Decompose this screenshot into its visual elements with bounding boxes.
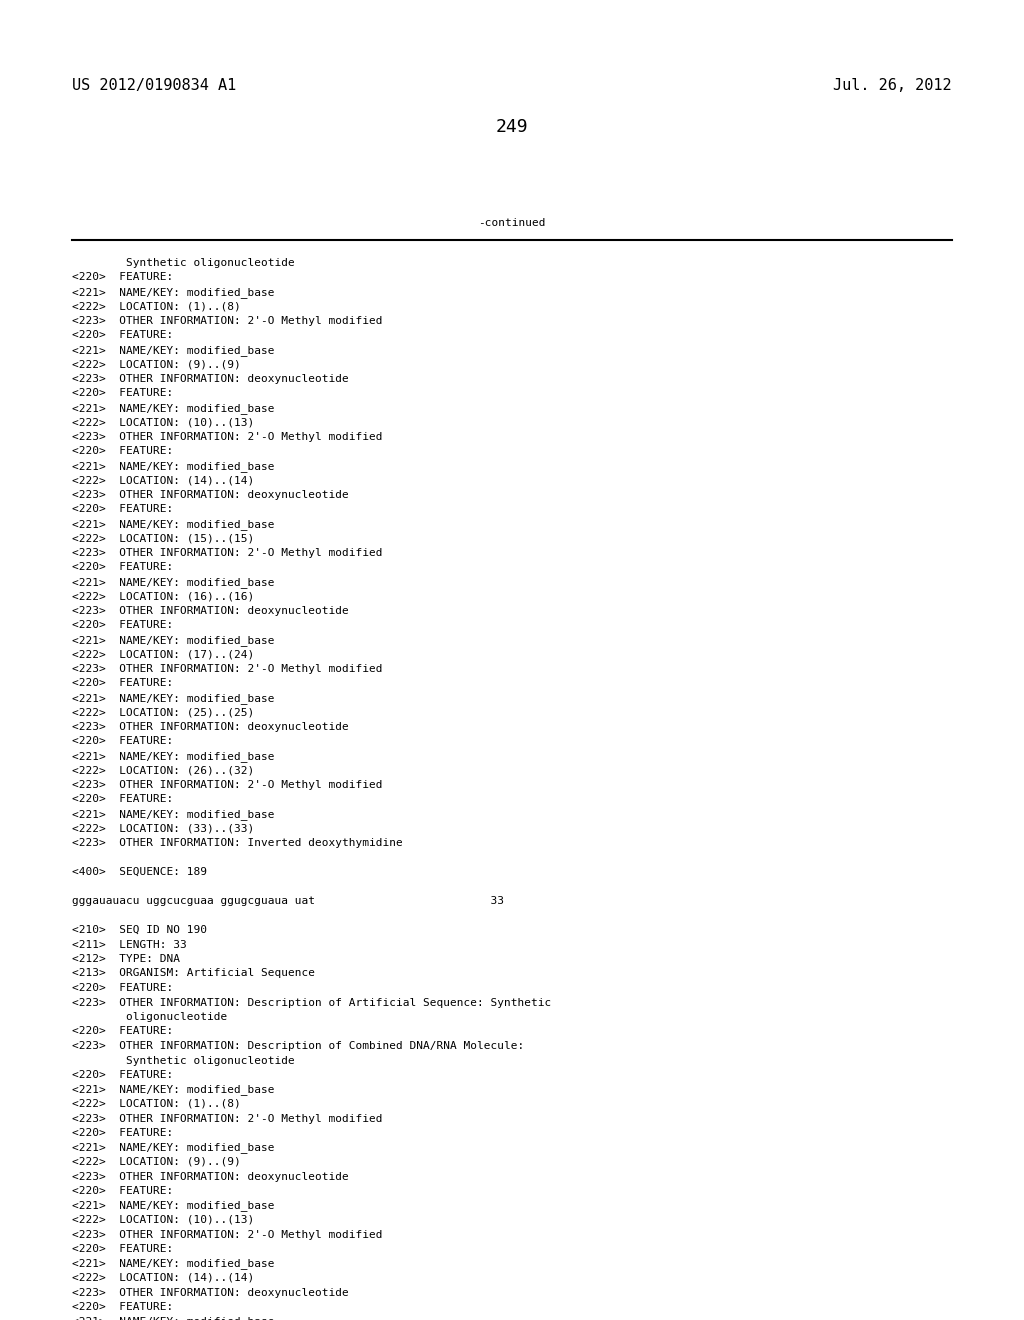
Text: <213>  ORGANISM: Artificial Sequence: <213> ORGANISM: Artificial Sequence [72,969,315,978]
Text: <223>  OTHER INFORMATION: 2'-O Methyl modified: <223> OTHER INFORMATION: 2'-O Methyl mod… [72,664,383,675]
Text: <220>  FEATURE:: <220> FEATURE: [72,1129,173,1138]
Text: <220>  FEATURE:: <220> FEATURE: [72,795,173,804]
Text: <210>  SEQ ID NO 190: <210> SEQ ID NO 190 [72,925,207,935]
Text: -continued: -continued [478,218,546,228]
Text: <222>  LOCATION: (10)..(13): <222> LOCATION: (10)..(13) [72,1214,254,1225]
Text: <221>  NAME/KEY: modified_base: <221> NAME/KEY: modified_base [72,751,274,762]
Text: <223>  OTHER INFORMATION: Description of Combined DNA/RNA Molecule:: <223> OTHER INFORMATION: Description of … [72,1041,524,1051]
Text: <223>  OTHER INFORMATION: Inverted deoxythymidine: <223> OTHER INFORMATION: Inverted deoxyt… [72,838,402,847]
Text: <223>  OTHER INFORMATION: 2'-O Methyl modified: <223> OTHER INFORMATION: 2'-O Methyl mod… [72,1114,383,1123]
Text: <400>  SEQUENCE: 189: <400> SEQUENCE: 189 [72,867,207,876]
Text: <223>  OTHER INFORMATION: deoxynucleotide: <223> OTHER INFORMATION: deoxynucleotide [72,722,349,733]
Text: <223>  OTHER INFORMATION: deoxynucleotide: <223> OTHER INFORMATION: deoxynucleotide [72,374,349,384]
Text: <223>  OTHER INFORMATION: 2'-O Methyl modified: <223> OTHER INFORMATION: 2'-O Methyl mod… [72,315,383,326]
Text: <222>  LOCATION: (1)..(8): <222> LOCATION: (1)..(8) [72,1100,241,1109]
Text: <220>  FEATURE:: <220> FEATURE: [72,504,173,515]
Text: Jul. 26, 2012: Jul. 26, 2012 [834,78,952,92]
Text: <222>  LOCATION: (10)..(13): <222> LOCATION: (10)..(13) [72,417,254,428]
Text: <220>  FEATURE:: <220> FEATURE: [72,1185,173,1196]
Text: <221>  NAME/KEY: modified_base: <221> NAME/KEY: modified_base [72,461,274,473]
Text: <221>  NAME/KEY: modified_base: <221> NAME/KEY: modified_base [72,635,274,645]
Text: <221>  NAME/KEY: modified_base: <221> NAME/KEY: modified_base [72,693,274,704]
Text: <211>  LENGTH: 33: <211> LENGTH: 33 [72,940,186,949]
Text: <220>  FEATURE:: <220> FEATURE: [72,1243,173,1254]
Text: <223>  OTHER INFORMATION: 2'-O Methyl modified: <223> OTHER INFORMATION: 2'-O Methyl mod… [72,432,383,442]
Text: oligonucleotide: oligonucleotide [72,1012,227,1022]
Text: <223>  OTHER INFORMATION: deoxynucleotide: <223> OTHER INFORMATION: deoxynucleotide [72,1172,349,1181]
Text: <220>  FEATURE:: <220> FEATURE: [72,446,173,457]
Text: <222>  LOCATION: (9)..(9): <222> LOCATION: (9)..(9) [72,1158,241,1167]
Text: <221>  NAME/KEY: modified_base: <221> NAME/KEY: modified_base [72,1258,274,1270]
Text: US 2012/0190834 A1: US 2012/0190834 A1 [72,78,237,92]
Text: <221>  NAME/KEY: modified_base: <221> NAME/KEY: modified_base [72,286,274,298]
Text: <221>  NAME/KEY: modified_base: <221> NAME/KEY: modified_base [72,403,274,414]
Text: <222>  LOCATION: (33)..(33): <222> LOCATION: (33)..(33) [72,824,254,833]
Text: <221>  NAME/KEY: modified_base: <221> NAME/KEY: modified_base [72,577,274,587]
Text: <220>  FEATURE:: <220> FEATURE: [72,737,173,747]
Text: 249: 249 [496,117,528,136]
Text: <222>  LOCATION: (25)..(25): <222> LOCATION: (25)..(25) [72,708,254,718]
Text: <220>  FEATURE:: <220> FEATURE: [72,1071,173,1080]
Text: <221>  NAME/KEY: modified_base: <221> NAME/KEY: modified_base [72,1200,274,1212]
Text: <221>  NAME/KEY: modified_base: <221> NAME/KEY: modified_base [72,1316,274,1320]
Text: <222>  LOCATION: (14)..(14): <222> LOCATION: (14)..(14) [72,1272,254,1283]
Text: <222>  LOCATION: (16)..(16): <222> LOCATION: (16)..(16) [72,591,254,602]
Text: <222>  LOCATION: (1)..(8): <222> LOCATION: (1)..(8) [72,301,241,312]
Text: <223>  OTHER INFORMATION: 2'-O Methyl modified: <223> OTHER INFORMATION: 2'-O Methyl mod… [72,548,383,558]
Text: <223>  OTHER INFORMATION: Description of Artificial Sequence: Synthetic: <223> OTHER INFORMATION: Description of … [72,998,551,1007]
Text: <223>  OTHER INFORMATION: deoxynucleotide: <223> OTHER INFORMATION: deoxynucleotide [72,1287,349,1298]
Text: <220>  FEATURE:: <220> FEATURE: [72,388,173,399]
Text: <223>  OTHER INFORMATION: 2'-O Methyl modified: <223> OTHER INFORMATION: 2'-O Methyl mod… [72,1229,383,1239]
Text: <222>  LOCATION: (14)..(14): <222> LOCATION: (14)..(14) [72,475,254,486]
Text: Synthetic oligonucleotide: Synthetic oligonucleotide [72,1056,295,1065]
Text: <223>  OTHER INFORMATION: 2'-O Methyl modified: <223> OTHER INFORMATION: 2'-O Methyl mod… [72,780,383,789]
Text: <221>  NAME/KEY: modified_base: <221> NAME/KEY: modified_base [72,1085,274,1096]
Text: <221>  NAME/KEY: modified_base: <221> NAME/KEY: modified_base [72,1143,274,1154]
Text: <222>  LOCATION: (17)..(24): <222> LOCATION: (17)..(24) [72,649,254,660]
Text: <222>  LOCATION: (26)..(32): <222> LOCATION: (26)..(32) [72,766,254,776]
Text: <220>  FEATURE:: <220> FEATURE: [72,620,173,631]
Text: <220>  FEATURE:: <220> FEATURE: [72,272,173,282]
Text: <220>  FEATURE:: <220> FEATURE: [72,330,173,341]
Text: <222>  LOCATION: (15)..(15): <222> LOCATION: (15)..(15) [72,533,254,544]
Text: gggauauacu uggcucguaa ggugcguaua uat                          33: gggauauacu uggcucguaa ggugcguaua uat 33 [72,896,504,906]
Text: <220>  FEATURE:: <220> FEATURE: [72,562,173,573]
Text: <222>  LOCATION: (9)..(9): <222> LOCATION: (9)..(9) [72,359,241,370]
Text: <212>  TYPE: DNA: <212> TYPE: DNA [72,954,180,964]
Text: <223>  OTHER INFORMATION: deoxynucleotide: <223> OTHER INFORMATION: deoxynucleotide [72,606,349,616]
Text: <220>  FEATURE:: <220> FEATURE: [72,678,173,689]
Text: <221>  NAME/KEY: modified_base: <221> NAME/KEY: modified_base [72,345,274,356]
Text: <220>  FEATURE:: <220> FEATURE: [72,983,173,993]
Text: Synthetic oligonucleotide: Synthetic oligonucleotide [72,257,295,268]
Text: <220>  FEATURE:: <220> FEATURE: [72,1027,173,1036]
Text: <223>  OTHER INFORMATION: deoxynucleotide: <223> OTHER INFORMATION: deoxynucleotide [72,490,349,500]
Text: <220>  FEATURE:: <220> FEATURE: [72,1302,173,1312]
Text: <221>  NAME/KEY: modified_base: <221> NAME/KEY: modified_base [72,809,274,820]
Text: <221>  NAME/KEY: modified_base: <221> NAME/KEY: modified_base [72,519,274,529]
